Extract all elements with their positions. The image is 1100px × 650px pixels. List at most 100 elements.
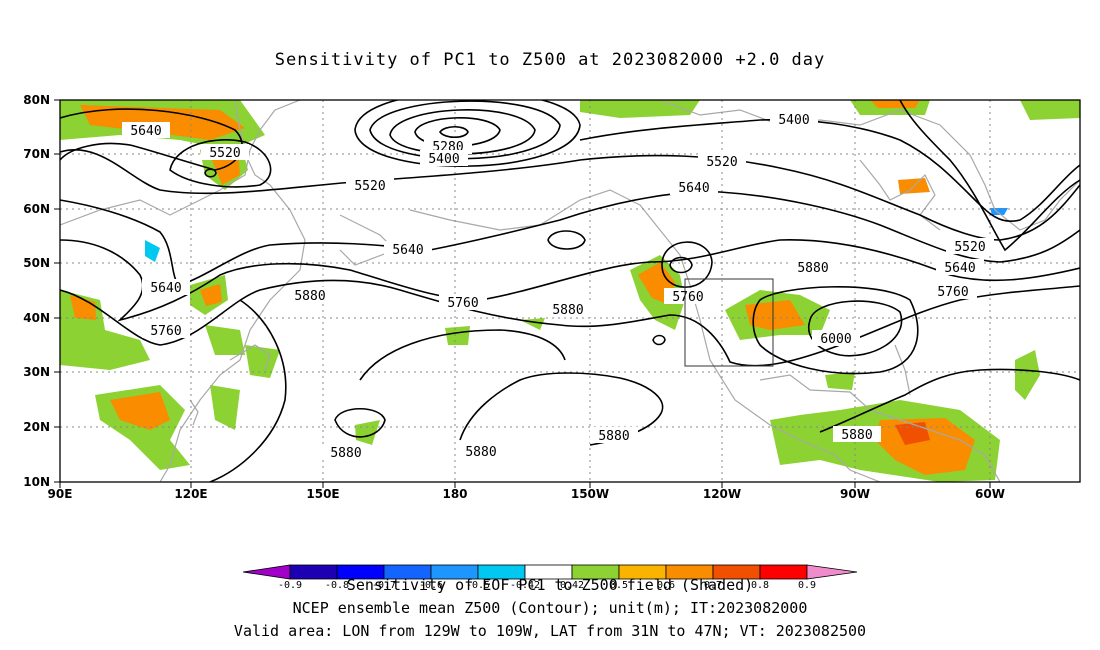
contour-small-ring: [204, 168, 217, 178]
colorbar-tick: -0.6: [419, 580, 443, 591]
lat-axis: 10N 20N 30N 40N 50N 60N 70N 80N: [23, 93, 60, 489]
contour-label: 5760: [439, 294, 487, 311]
shade-region: [895, 422, 930, 445]
coastline: [659, 100, 1080, 231]
svg-text:5760: 5760: [150, 324, 181, 339]
contour-label: 5520: [201, 144, 249, 161]
shade-region: [1015, 350, 1040, 400]
contour-small-oval: [652, 334, 666, 346]
svg-text:5640: 5640: [944, 261, 975, 276]
svg-text:5640: 5640: [150, 281, 181, 296]
contour-label: 5880: [322, 444, 370, 461]
map-frame: [59, 99, 1081, 483]
contour-5880-main: [60, 279, 1080, 367]
contour-5640-main: [60, 190, 1080, 286]
lat-lon-grid: [60, 100, 1080, 482]
shade-region: [1020, 100, 1080, 120]
contour-5760-loop: [669, 256, 693, 274]
coastline: [189, 399, 199, 426]
map-plot-area: 5640 5520 5280 5400 5520 5520 5640 5640 …: [60, 100, 1080, 482]
lon-axis: 90E 120E 150E 180 150W 120W 90W 60W: [48, 482, 1005, 501]
contour-label: 5880: [457, 443, 505, 460]
contour-label: 5760: [664, 288, 712, 305]
svg-text:5760: 5760: [937, 285, 968, 300]
shade-region: [870, 100, 920, 108]
shade-region: [520, 318, 545, 330]
contour-5640-west: [60, 108, 243, 171]
lat-label: 60N: [23, 202, 50, 216]
svg-text:5880: 5880: [465, 445, 496, 460]
colorbar-tick: 0.42: [560, 580, 584, 591]
lat-label: 70N: [23, 147, 50, 161]
lat-label: 50N: [23, 256, 50, 270]
contour-ring-b: [354, 100, 581, 167]
shade-region: [745, 300, 805, 330]
contour-label: 5880: [286, 287, 334, 304]
lat-label: 30N: [23, 365, 50, 379]
valid-area-box: [684, 278, 774, 367]
coastline: [339, 214, 397, 266]
colorbar-tick: -0.7: [372, 580, 396, 591]
contour-ring-a: [369, 100, 561, 160]
caption-shading: Sensitivity of EOF PC1 to Z500 field (Sh…: [346, 576, 754, 594]
contour-label: 5520: [346, 177, 394, 194]
coastline: [229, 344, 271, 371]
colorbar-tick: -0.42: [510, 580, 540, 591]
svg-text:5520: 5520: [706, 155, 737, 170]
lat-label: 20N: [23, 420, 50, 434]
contour-label: 5880: [590, 427, 638, 444]
shade-region: [580, 100, 700, 118]
svg-text:5640: 5640: [130, 124, 161, 139]
lon-label: 90E: [48, 487, 73, 501]
z500-contours: [60, 100, 1080, 482]
shade-region: [210, 385, 240, 430]
contour-5400-east: [579, 118, 1080, 222]
colorbar-tick: 0.5: [610, 580, 628, 591]
shade-region: [70, 295, 96, 320]
contour-5280: [439, 125, 469, 139]
svg-text:5400: 5400: [778, 113, 809, 128]
lon-label: 150E: [306, 487, 339, 501]
svg-text:5640: 5640: [392, 243, 423, 258]
colorbar-tick: -0.5: [466, 580, 490, 591]
svg-text:5520: 5520: [354, 179, 385, 194]
colorbar-tick: -0.9: [278, 580, 302, 591]
lat-label: 40N: [23, 311, 50, 325]
lon-label: 60W: [975, 487, 1005, 501]
coastline: [894, 344, 911, 396]
contour-label: 5760: [142, 322, 190, 339]
contour-east-trough: [899, 100, 1080, 252]
shade-region: [110, 392, 170, 430]
svg-text:5880: 5880: [552, 303, 583, 318]
contour-5880-gulf: [819, 368, 1080, 433]
svg-text:5880: 5880: [841, 428, 872, 443]
svg-text:5640: 5640: [678, 181, 709, 196]
map-title: Sensitivity of PC1 to Z500 at 2023082000…: [274, 50, 826, 70]
shade-region: [445, 326, 470, 345]
contour-label: 5880: [833, 426, 881, 443]
coastline: [60, 100, 301, 226]
shade-region: [245, 345, 280, 378]
svg-text:5760: 5760: [672, 290, 703, 305]
contour-5880-low: [209, 299, 287, 482]
shade-region: [205, 325, 245, 355]
contour-label: 5520: [698, 153, 746, 170]
shade-region: [825, 372, 855, 390]
colorbar-tick: 0.6: [657, 580, 675, 591]
caption-contour: NCEP ensemble mean Z500 (Contour); unit(…: [292, 599, 808, 617]
contour-label: 5640: [670, 179, 718, 196]
colorbar-tick: -0.8: [325, 580, 349, 591]
contour-5880-loop: [334, 408, 386, 438]
contour-label: 5760: [929, 283, 977, 300]
lon-label: 120E: [174, 487, 207, 501]
colorbar-right-cap: [806, 564, 858, 580]
colorbar-tick: 0.7: [704, 580, 722, 591]
lon-label: 150W: [571, 487, 609, 501]
contour-label: 5640: [384, 241, 432, 258]
contour-5760-ring: [661, 241, 713, 288]
contour-label: 6000: [812, 330, 860, 347]
lon-label: 180: [442, 487, 467, 501]
contour-label: 5520: [946, 238, 994, 255]
coastline: [759, 374, 1001, 482]
